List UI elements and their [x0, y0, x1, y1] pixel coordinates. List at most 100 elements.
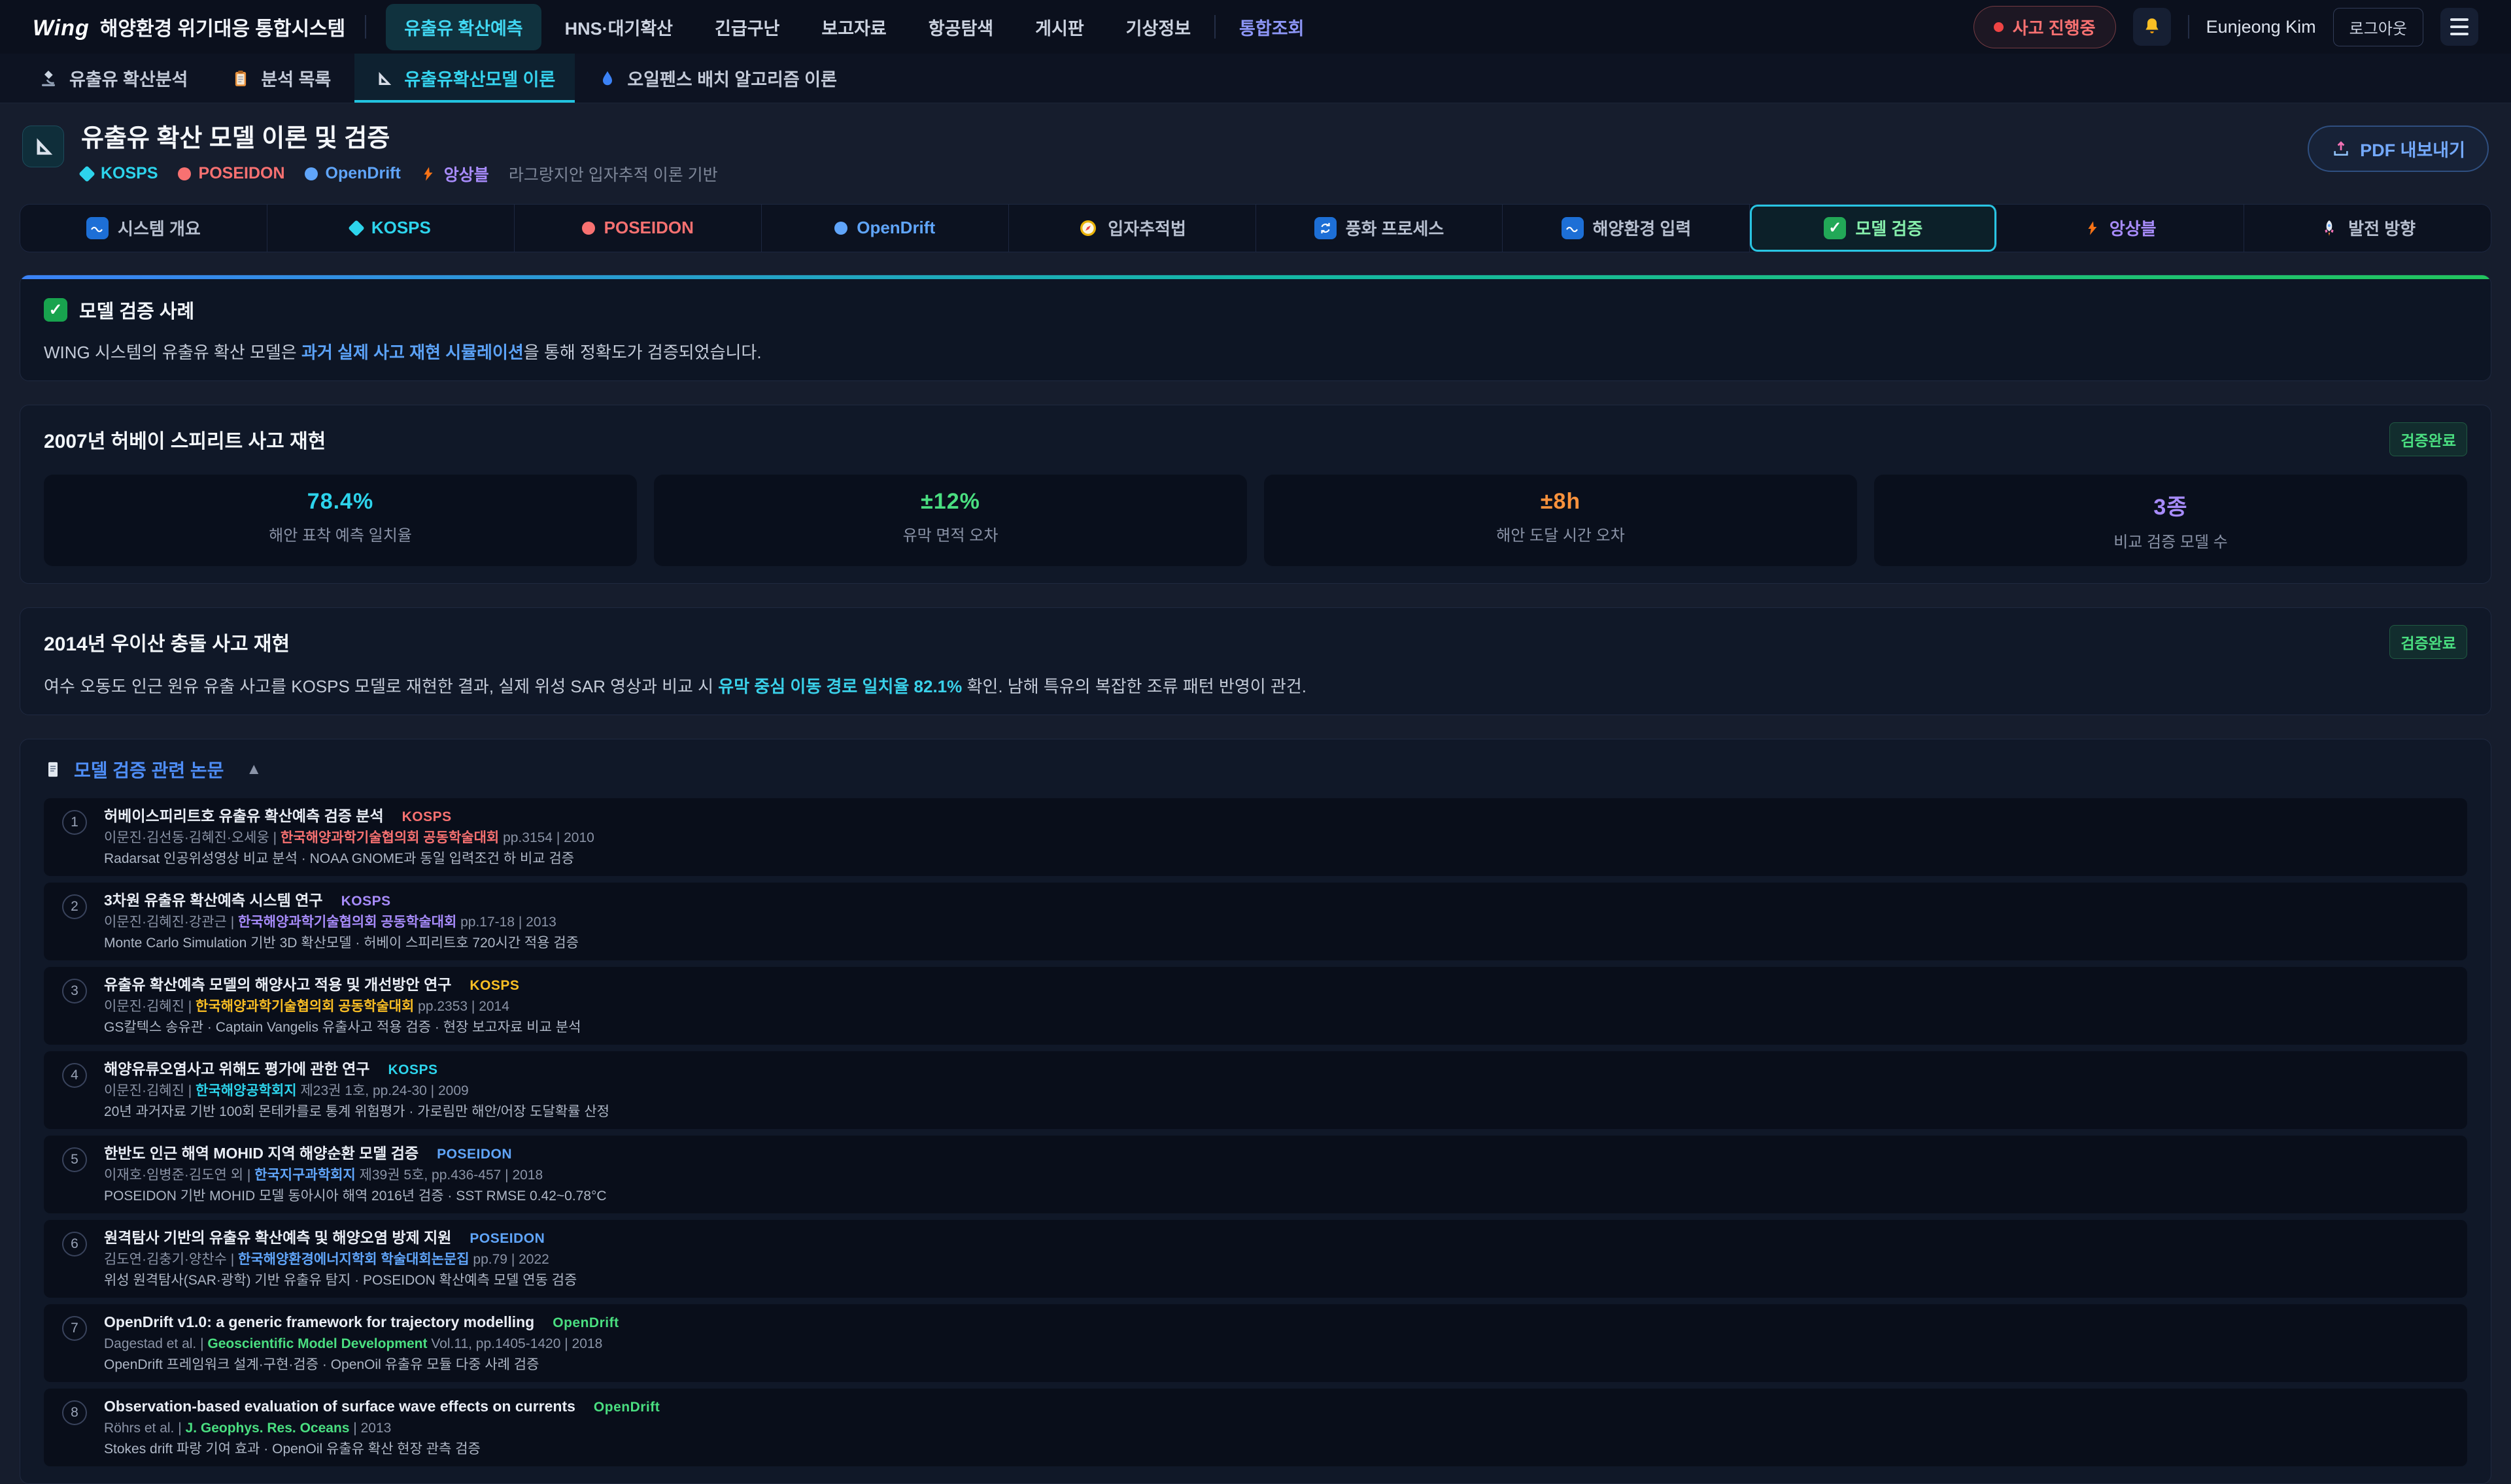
ensemble-badge: 앙상블 — [420, 162, 489, 186]
divider — [2187, 15, 2189, 39]
paper-list-item: 2 3차원 유출유 확산예측 시스템 연구 KOSPS 이문진·김혜진·강관근 … — [44, 882, 2467, 960]
incident-dot-icon — [1993, 22, 2004, 32]
wave-icon — [86, 216, 109, 239]
tab-opendrift[interactable]: OpenDrift — [762, 204, 1009, 252]
tab-model-validation[interactable]: ✓ 모델 검증 — [1750, 204, 1998, 252]
paper-meta: Röhrs et al. | J. Geophys. Res. Oceans |… — [104, 1420, 660, 1436]
tab-label: 입자추적법 — [1108, 219, 1186, 239]
compass-icon — [1078, 218, 1099, 239]
badge-label: POSEIDON — [198, 164, 285, 183]
subtab-spill-analysis[interactable]: 유출유 확산분석 — [18, 54, 207, 103]
user-name: Eunjeong Kim — [2206, 16, 2316, 37]
paper-number: 6 — [62, 1231, 87, 1256]
circle-icon — [834, 221, 848, 235]
paper-model-tag: KOSPS — [470, 977, 520, 993]
paper-number: 8 — [62, 1400, 87, 1425]
diamond-icon — [348, 220, 365, 237]
paper-list-item: 3 유출유 확산예측 모델의 해양사고 적용 및 개선방안 연구 KOSPS 이… — [44, 966, 2467, 1045]
paper-description: 20년 과거자료 기반 100회 몬테카를로 통계 위험평가 · 가로림만 해안… — [104, 1104, 609, 1119]
subtab-label: 분석 목록 — [261, 70, 332, 90]
tab-weathering-process[interactable]: 풍화 프로세스 — [1256, 204, 1503, 252]
tab-label: 모델 검증 — [1855, 219, 1923, 239]
paper-meta: 이재호·임병준·김도연 외 | 한국지구과학회지 제39권 5호, pp.436… — [104, 1167, 607, 1183]
paper-title: OpenDrift v1.0: a generic framework for … — [104, 1313, 535, 1330]
paper-title-row: OpenDrift v1.0: a generic framework for … — [104, 1313, 619, 1331]
subtab-analysis-list[interactable]: 분석 목록 — [211, 54, 350, 103]
papers-section-toggle[interactable]: 모델 검증 관련 논문 ▲ — [44, 756, 2467, 783]
page-subtitle: 라그랑지안 입자추적 이론 기반 — [508, 165, 718, 184]
paper-content: 허베이스피리트호 유출유 확산예측 검증 분석 KOSPS 이문진·김선동·김혜… — [104, 807, 594, 867]
paper-title-row: 허베이스피리트호 유출유 확산예측 검증 분석 KOSPS — [104, 807, 594, 825]
stat-card: 78.4% 해안 표착 예측 일치율 — [44, 474, 637, 566]
paper-list-item: 7 OpenDrift v1.0: a generic framework fo… — [44, 1304, 2467, 1382]
nav-item-rescue[interactable]: 긴급구난 — [715, 18, 780, 39]
subtab-label: 오일펜스 배치 알고리즘 이론 — [627, 70, 837, 90]
paper-authors: Röhrs et al. | — [104, 1420, 186, 1436]
paper-model-tag: KOSPS — [401, 809, 452, 824]
notifications-button[interactable] — [2132, 8, 2171, 46]
nav-item-oil-spill[interactable]: 유출유 확산예측 — [386, 3, 541, 50]
stat-card: 3종 비교 검증 모델 수 — [1874, 474, 2467, 566]
paper-authors: 이문진·김혜진·강관근 | — [104, 914, 238, 930]
paper-meta-detail: pp.3154 | 2010 — [499, 830, 594, 845]
paper-content: Observation-based evaluation of surface … — [104, 1398, 660, 1457]
top-nav: Wing 해양환경 위기대응 통합시스템 유출유 확산예측 HNS·대기확산 긴… — [0, 0, 2511, 54]
page-header: 유출유 확산 모델 이론 및 검증 KOSPS POSEIDON OpenDri… — [20, 116, 2491, 204]
menu-button[interactable] — [2440, 8, 2478, 46]
tab-particle-tracking[interactable]: 입자추적법 — [1009, 204, 1256, 252]
paper-title-row: 유출유 확산예측 모델의 해양사고 적용 및 개선방안 연구 KOSPS — [104, 976, 581, 994]
circle-icon — [177, 167, 191, 180]
paper-list: 1 허베이스피리트호 유출유 확산예측 검증 분석 KOSPS 이문진·김선동·… — [44, 798, 2467, 1466]
tab-label: KOSPS — [371, 218, 431, 238]
paper-title: 해양유류오염사고 위해도 평가에 관한 연구 — [104, 1060, 370, 1077]
case-highlight: 유막 중심 이동 경로 일치율 82.1% — [718, 676, 963, 696]
logout-button[interactable]: 로그아웃 — [2332, 7, 2423, 46]
paper-venue: 한국해양과학기술협의회 공동학술대회 — [196, 998, 415, 1014]
validated-badge: 검증완료 — [2389, 422, 2467, 456]
paper-meta-detail: pp.2353 | 2014 — [414, 998, 509, 1014]
paper-number: 4 — [62, 1062, 87, 1088]
rocket-icon — [2319, 218, 2339, 238]
stat-card: ±8h 해안 도달 시간 오차 — [1264, 474, 1857, 566]
subtab-oil-fence-theory[interactable]: 오일펜스 배치 알고리즘 이론 — [579, 54, 857, 103]
tab-system-overview[interactable]: 시스템 개요 — [20, 204, 267, 252]
paper-title-row: Observation-based evaluation of surface … — [104, 1398, 660, 1415]
top-nav-right: 사고 진행중 Eunjeong Kim 로그아웃 — [1973, 5, 2478, 48]
wave-icon — [1561, 216, 1584, 239]
stat-value: ±12% — [921, 488, 980, 514]
nav-item-reports[interactable]: 보고자료 — [821, 18, 887, 39]
tab-ensemble[interactable]: 앙상블 — [1997, 204, 2245, 252]
subtab-model-theory[interactable]: 유출유확산모델 이론 — [354, 54, 575, 103]
paper-list-item: 6 원격탐사 기반의 유출유 확산예측 및 해양오염 방제 지원 POSEIDO… — [44, 1219, 2467, 1298]
paper-meta-detail: 제39권 5호, pp.436-457 | 2018 — [355, 1167, 543, 1183]
brand-logo: Wing 해양환경 위기대응 통합시스템 — [33, 12, 345, 41]
paper-list-item: 8 Observation-based evaluation of surfac… — [44, 1388, 2467, 1466]
paper-title: 한반도 인근 해역 MOHID 지역 해양순환 모델 검증 — [104, 1144, 419, 1162]
case-text: 여수 오동도 인근 원유 유출 사고를 KOSPS 모델로 재현한 결과, 실제… — [44, 676, 719, 696]
incident-status-badge[interactable]: 사고 진행중 — [1973, 5, 2116, 48]
tab-future-direction[interactable]: 발전 방향 — [2244, 205, 2491, 252]
stat-label: 해안 도달 시간 오차 — [1496, 526, 1625, 545]
tab-label: OpenDrift — [857, 218, 936, 238]
paper-meta-detail: | 2013 — [349, 1420, 392, 1436]
paper-title-row: 한반도 인근 해역 MOHID 지역 해양순환 모델 검증 POSEIDON — [104, 1145, 607, 1162]
tab-ocean-env-input[interactable]: 해양환경 입력 — [1503, 204, 1751, 252]
paper-content: 3차원 유출유 확산예측 시스템 연구 KOSPS 이문진·김혜진·강관근 | … — [104, 892, 579, 951]
paper-meta: 김도연·김충기·양찬수 | 한국해양환경에너지학회 학술대회논문집 pp.79 … — [104, 1251, 577, 1268]
paper-meta-detail: 제23권 1호, pp.24-30 | 2009 — [296, 1083, 469, 1098]
tab-kosps[interactable]: KOSPS — [267, 204, 515, 252]
tab-poseidon[interactable]: POSEIDON — [515, 204, 762, 252]
model-badges: KOSPS POSEIDON OpenDrift 앙상블 라그랑지안 입자추적 … — [78, 162, 718, 186]
nav-item-aerial-search[interactable]: 항공탐색 — [928, 18, 994, 39]
lightning-bolt-icon — [420, 165, 436, 183]
paper-title: 허베이스피리트호 유출유 확산예측 검증 분석 — [104, 807, 384, 824]
nav-item-board[interactable]: 게시판 — [1035, 18, 1084, 39]
paper-title: 유출유 확산예측 모델의 해양사고 적용 및 개선방안 연구 — [104, 975, 452, 993]
intro-text: 을 통해 정확도가 검증되었습니다. — [523, 342, 762, 362]
nav-item-hns[interactable]: HNS·대기확산 — [564, 18, 674, 39]
nav-item-integrated-search[interactable]: 통합조회 — [1239, 18, 1305, 39]
paper-list-item: 1 허베이스피리트호 유출유 확산예측 검증 분석 KOSPS 이문진·김선동·… — [44, 798, 2467, 876]
nav-item-weather[interactable]: 기상정보 — [1125, 18, 1191, 39]
intro-heading-label: 모델 검증 사례 — [79, 301, 195, 322]
pdf-export-button[interactable]: PDF 내보내기 — [2308, 126, 2489, 172]
